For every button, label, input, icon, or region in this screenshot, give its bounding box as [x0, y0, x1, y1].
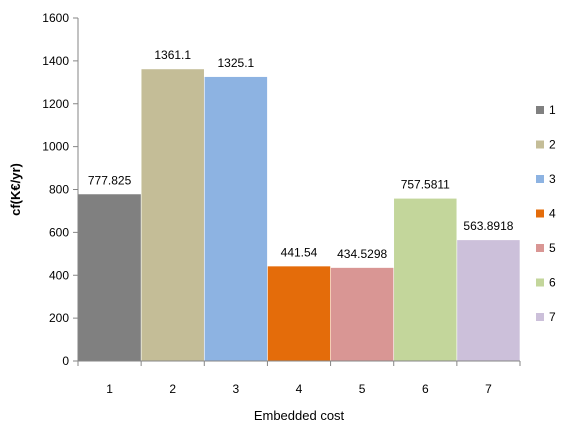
x-tick-label: 3 [233, 382, 240, 396]
y-axis: 0 200 400 600 800 1000 1200 1400 1600 [42, 11, 79, 368]
y-tick-label: 800 [49, 183, 69, 197]
legend-label: 2 [549, 138, 556, 152]
data-label: 757.5811 [401, 178, 450, 192]
data-label: 1325.1 [218, 56, 255, 70]
legend-swatch-2 [536, 140, 544, 149]
y-tick-label: 1400 [42, 54, 69, 68]
bar-5 [330, 267, 394, 361]
x-tick-label: 1 [106, 382, 113, 396]
y-tick-label: 1200 [42, 97, 69, 111]
legend: 1 2 3 4 5 6 7 [536, 103, 556, 324]
y-axis-title: cf(K€/yr) [8, 163, 23, 216]
y-tick-label: 0 [62, 354, 69, 368]
data-label: 563.8918 [463, 219, 513, 233]
legend-label: 3 [549, 172, 556, 186]
legend-swatch-3 [536, 175, 544, 183]
x-tick-label: 4 [296, 382, 303, 396]
legend-swatch-7 [536, 313, 544, 321]
legend-label: 5 [549, 241, 556, 255]
y-tick-label: 400 [49, 268, 69, 282]
x-tick-label: 5 [359, 382, 366, 396]
legend-swatch-5 [536, 244, 544, 252]
x-tick-label: 6 [422, 382, 429, 396]
bar-7 [457, 240, 520, 361]
legend-swatch-6 [536, 278, 544, 287]
bar-6 [394, 198, 457, 361]
data-label: 434.5298 [337, 247, 387, 261]
legend-label: 6 [549, 276, 556, 290]
bar-1 [78, 194, 141, 361]
legend-label: 1 [549, 103, 556, 117]
data-label: 441.54 [281, 245, 318, 259]
bar-2 [141, 69, 204, 362]
y-tick-label: 1000 [42, 140, 69, 154]
bar-4 [267, 266, 331, 361]
data-label: 1361.1 [154, 48, 191, 62]
x-axis: 1 2 3 4 5 6 7 [73, 360, 521, 396]
bars: 777.825 1361.1 1325.1 441.54 434.5298 757.581… [78, 48, 520, 362]
legend-swatch-4 [536, 209, 544, 218]
x-tick-label: 2 [169, 382, 176, 396]
data-label: 777.825 [88, 173, 132, 187]
bar-3 [204, 76, 268, 361]
legend-swatch-1 [536, 106, 544, 114]
y-tick-label: 1600 [42, 11, 69, 25]
y-tick-label: 600 [49, 225, 69, 239]
y-tick-label: 200 [49, 311, 69, 325]
x-tick-label: 7 [485, 382, 492, 396]
legend-label: 4 [549, 207, 556, 221]
legend-label: 7 [549, 310, 556, 324]
x-axis-title: Embedded cost [254, 408, 345, 423]
